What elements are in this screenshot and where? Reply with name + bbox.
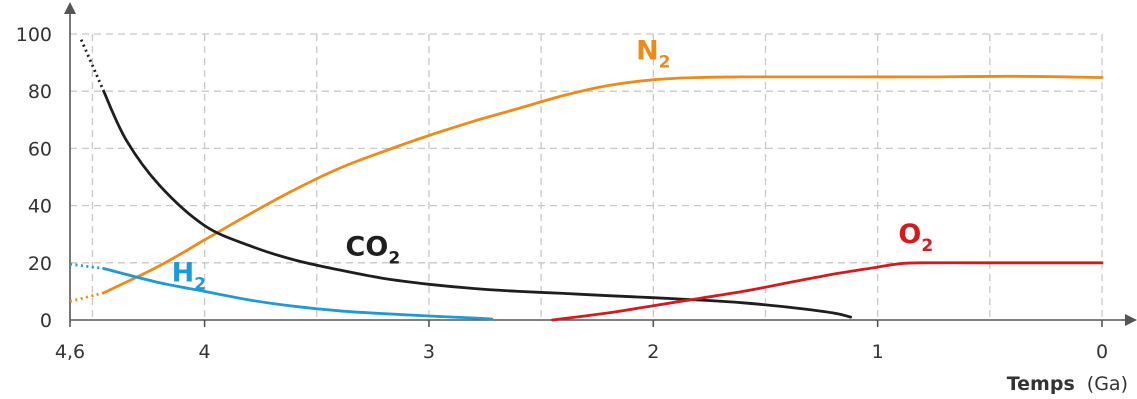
- series: [69, 39, 1104, 322]
- x-tick-label: 3: [423, 341, 435, 363]
- series-co2-extrapolation: [79, 39, 105, 92]
- x-axis-title: Temps (Ga): [1007, 373, 1128, 395]
- x-axis-title-bold: Temps: [1007, 373, 1075, 395]
- y-axis-arrow: [64, 2, 76, 14]
- tick-labels: 0 20 40 60 80 100 4,6 4 3 2 1 0: [16, 24, 1108, 363]
- series-h2-line: [102, 267, 494, 321]
- x-tick-label: 1: [872, 341, 884, 363]
- series-co2-line: [102, 89, 853, 319]
- y-tick-label: 60: [28, 138, 52, 160]
- series-label-n2: N2: [636, 36, 670, 73]
- y-tick-label: 0: [40, 310, 52, 332]
- y-tick-label: 100: [16, 24, 52, 46]
- series-labels: N2 CO2 H2 O2: [172, 36, 934, 295]
- y-tick-label: 20: [28, 253, 52, 275]
- series-label-co2: CO2: [346, 232, 401, 269]
- series-label-h2: H2: [172, 257, 206, 294]
- x-axis-arrow: [1125, 314, 1137, 326]
- y-tick-label: 80: [28, 81, 52, 103]
- x-tick-label: 4,6: [55, 341, 85, 363]
- x-tick-label: 2: [647, 341, 659, 363]
- axes: [64, 2, 1137, 326]
- series-h2-extrapolation: [69, 262, 104, 270]
- series-n2-line: [102, 74, 1104, 295]
- x-tick-label: 4: [199, 341, 211, 363]
- x-axis-title-unit: (Ga): [1087, 373, 1128, 395]
- x-tick-label: 0: [1096, 341, 1108, 363]
- series-n2-extrapolation: [69, 291, 105, 303]
- y-tick-label: 40: [28, 196, 52, 218]
- series-o2-line: [550, 261, 1104, 322]
- series-label-o2: O2: [898, 219, 933, 256]
